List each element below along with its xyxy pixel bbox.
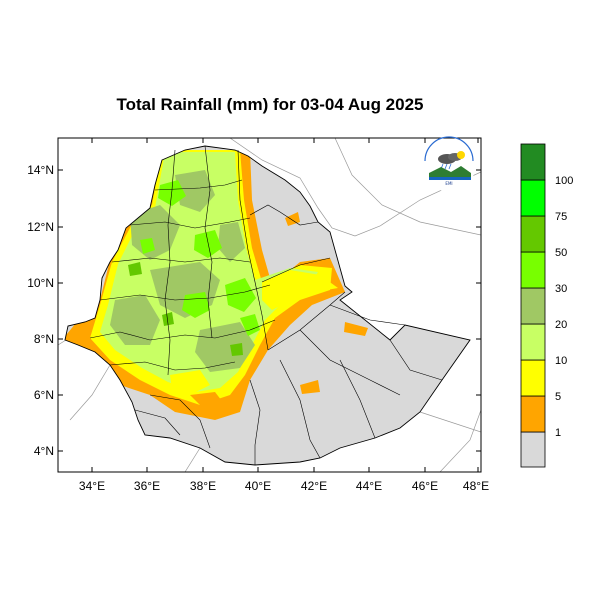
legend-label: 1: [555, 427, 561, 439]
institute-logo: EMI: [422, 136, 476, 192]
lon-label: 40°E: [245, 479, 271, 493]
lon-label: 42°E: [301, 479, 327, 493]
legend-label: 5: [555, 391, 561, 403]
legend-label: 75: [555, 211, 567, 223]
map-title: Total Rainfall (mm) for 03-04 Aug 2025: [116, 95, 424, 114]
legend-swatch: [520, 143, 546, 181]
map-border: [57, 137, 482, 473]
legend-swatch: [520, 287, 546, 325]
legend-swatch: [520, 431, 546, 468]
logo-caption: EMI: [445, 181, 452, 186]
lon-ticks: [91, 138, 479, 472]
legend-label: 10: [555, 355, 567, 367]
legend-swatch: [520, 359, 546, 397]
lat-label: 14°N: [27, 163, 54, 177]
legend-swatch: [520, 179, 546, 217]
lat-labels: 14°N 12°N 10°N 8°N 6°N 4°N: [27, 163, 54, 458]
legend-label: 20: [555, 319, 567, 331]
lat-label: 4°N: [34, 444, 54, 458]
lon-label: 34°E: [79, 479, 105, 493]
lat-label: 12°N: [27, 220, 54, 234]
neighbor-borders: [58, 138, 481, 472]
legend-swatch: [520, 395, 546, 433]
lon-label: 44°E: [356, 479, 382, 493]
legend-swatch: [520, 251, 546, 289]
lon-label: 48°E: [463, 479, 489, 493]
legend: 1 5 10 20 30 50 75 100: [520, 143, 573, 468]
lon-label: 38°E: [190, 479, 216, 493]
legend-swatch: [520, 215, 546, 253]
lon-label: 36°E: [134, 479, 160, 493]
lat-label: 6°N: [34, 388, 54, 402]
lat-label: 8°N: [34, 332, 54, 346]
admin-boundaries: [89, 145, 443, 465]
lon-label: 46°E: [412, 479, 438, 493]
legend-label: 30: [555, 283, 567, 295]
lat-label: 10°N: [27, 276, 54, 290]
lon-labels: 34°E 36°E 38°E 40°E 42°E 44°E 46°E 48°E: [79, 479, 489, 493]
legend-label: 50: [555, 247, 567, 259]
legend-swatch: [520, 323, 546, 361]
legend-label: 100: [555, 175, 573, 187]
lat-ticks: [58, 169, 481, 452]
